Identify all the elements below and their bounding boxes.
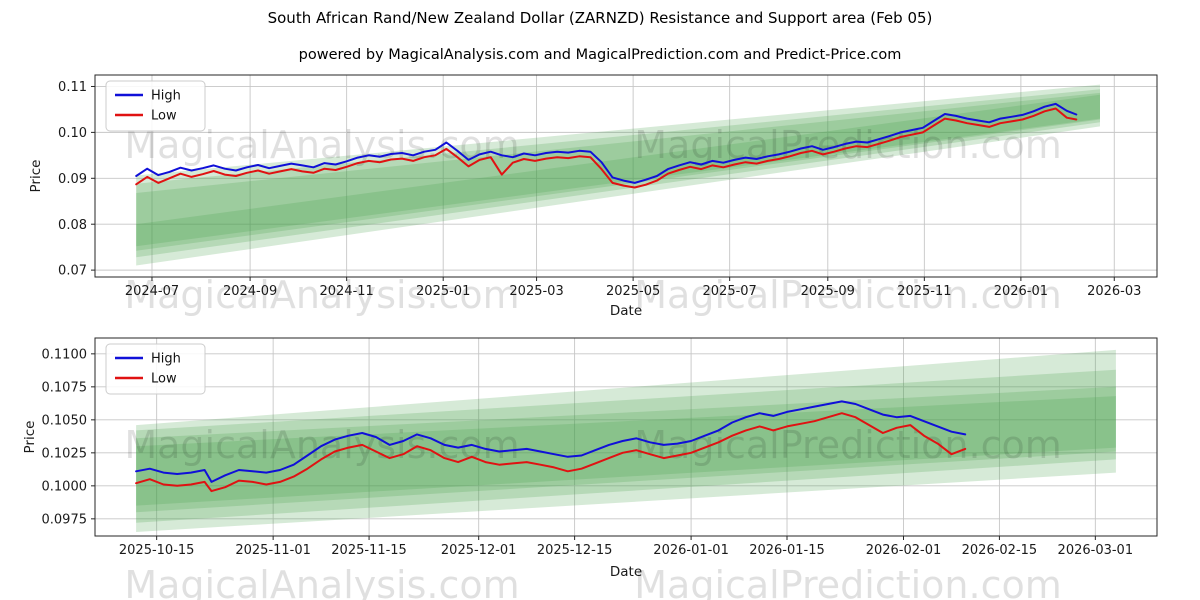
x-tick-label: 2026-02-01 — [866, 543, 942, 558]
legend: High Low — [105, 80, 206, 132]
legend-label-high: High — [151, 352, 181, 367]
x-tick-label: 2025-12-01 — [441, 543, 517, 558]
support-resistance-band — [136, 94, 1100, 247]
x-tick-label: 2025-07 — [703, 284, 757, 299]
support-resistance-band — [136, 89, 1100, 258]
x-tick-label: 2026-01-15 — [749, 543, 825, 558]
support-resistance-band — [136, 396, 1116, 506]
watermark-text: MagicalPrediction.com — [634, 563, 1062, 600]
y-tick-label: 0.1100 — [42, 347, 88, 362]
legend-box — [105, 343, 206, 395]
y-tick-label: 0.08 — [58, 218, 87, 233]
low-line — [135, 412, 967, 493]
y-tick-label: 0.07 — [58, 264, 87, 279]
legend-label-low: Low — [151, 109, 177, 124]
watermark-text: MagicalPrediction.com — [634, 423, 1062, 467]
x-tick-label: 2025-09 — [801, 284, 855, 299]
y-tick-label: 0.0975 — [42, 512, 88, 527]
support-resistance-band — [136, 369, 1116, 523]
price-chart-top: MagicalAnalysis.com MagicalPrediction.com… — [28, 74, 1158, 319]
support-resistance-band — [136, 386, 1116, 513]
legend-label-high: High — [151, 89, 181, 104]
y-tick-label: 0.1025 — [42, 446, 88, 461]
x-tick-label: 2025-05 — [606, 284, 660, 299]
x-tick-label: 2024-09 — [223, 284, 277, 299]
x-axis-label: Date — [610, 303, 642, 319]
y-tick-label: 0.09 — [58, 172, 87, 187]
watermark-text: MagicalAnalysis.com — [124, 273, 519, 317]
x-tick-label: 2026-02-15 — [962, 543, 1038, 558]
x-tick-label: 2026-01-01 — [653, 543, 729, 558]
x-axis-label: Date — [610, 564, 642, 580]
x-tick-label: 2026-03 — [1087, 284, 1141, 299]
figure-title: South African Rand/New Zealand Dollar (Z… — [267, 9, 933, 27]
x-tick-label: 2024-11 — [319, 284, 373, 299]
x-tick-label: 2025-03 — [509, 284, 563, 299]
price-chart-bottom: MagicalAnalysis.com MagicalPrediction.com… — [22, 337, 1158, 600]
low-line — [135, 107, 1078, 189]
x-tick-label: 2025-12-15 — [537, 543, 613, 558]
high-line — [135, 400, 967, 483]
y-axis-label: Price — [28, 160, 44, 193]
watermark-text: MagicalPrediction.com — [634, 123, 1062, 167]
x-tick-label: 2025-11-15 — [331, 543, 407, 558]
high-line — [135, 102, 1078, 184]
y-axis-label: Price — [22, 421, 38, 454]
y-tick-label: 0.11 — [58, 80, 87, 95]
plot-border — [94, 337, 1158, 537]
figure-subtitle: powered by MagicalAnalysis.com and Magic… — [298, 47, 902, 63]
x-tick-label: 2024-07 — [125, 284, 179, 299]
x-tick-label: 2025-11 — [897, 284, 951, 299]
x-tick-label: 2025-11-01 — [235, 543, 311, 558]
x-tick-label: 2026-01 — [994, 284, 1048, 299]
y-tick-label: 0.1000 — [42, 479, 88, 494]
legend-label-low: Low — [151, 372, 177, 387]
x-tick-label: 2025-10-15 — [119, 543, 195, 558]
y-tick-label: 0.1075 — [42, 380, 88, 395]
support-resistance-band — [136, 84, 1100, 266]
x-tick-label: 2025-01 — [416, 284, 470, 299]
y-tick-label: 0.10 — [58, 126, 87, 141]
watermark-text: MagicalAnalysis.com — [124, 563, 519, 600]
legend: High Low — [105, 343, 206, 395]
x-tick-label: 2026-03-01 — [1058, 543, 1134, 558]
legend-box — [105, 80, 206, 132]
y-tick-label: 0.1050 — [42, 413, 88, 428]
watermark-text: MagicalPrediction.com — [634, 273, 1062, 317]
support-resistance-band — [136, 92, 1100, 251]
plot-border — [94, 74, 1158, 278]
